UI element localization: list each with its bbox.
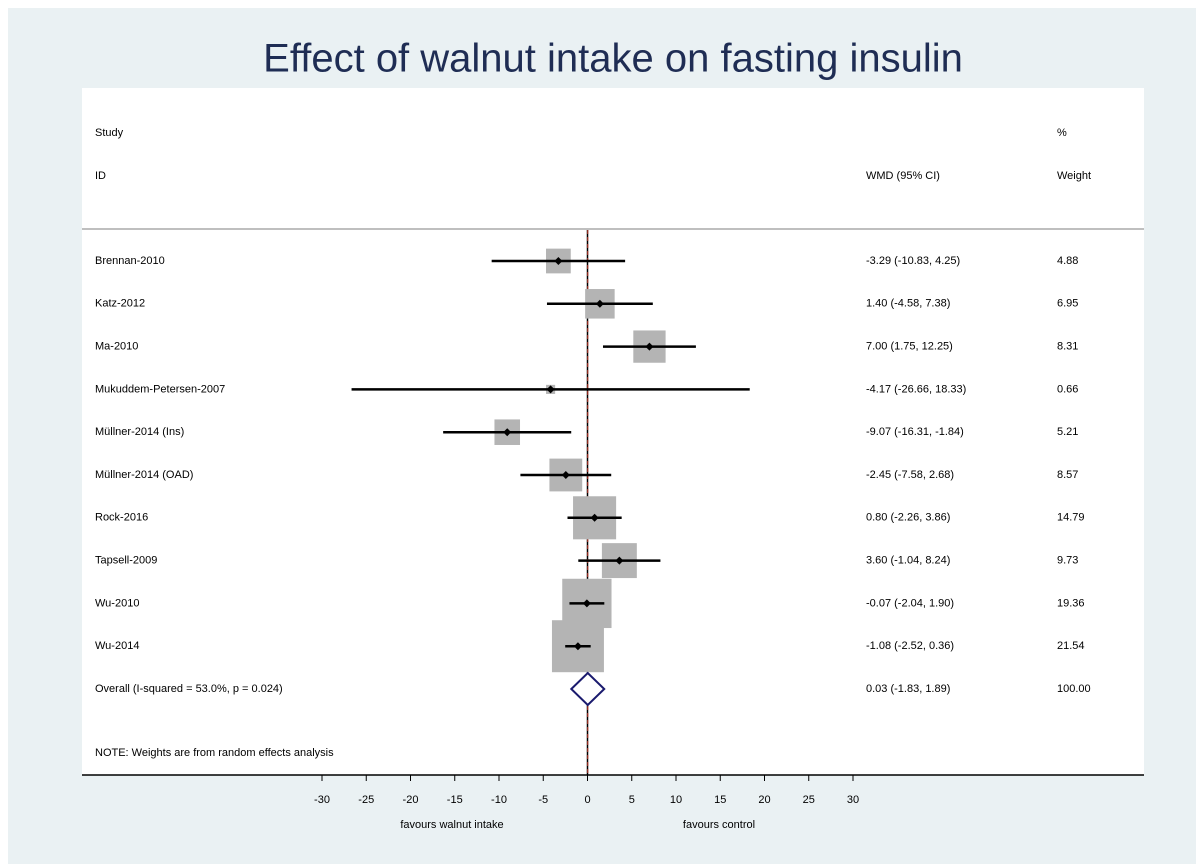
weight-label: 19.36 xyxy=(1057,597,1085,609)
study-label: Wu-2014 xyxy=(95,640,139,652)
weight-label: 8.57 xyxy=(1057,469,1078,481)
effect-label: -2.45 (-7.58, 2.68) xyxy=(866,469,954,481)
weight-label: 8.31 xyxy=(1057,341,1078,353)
overall-diamond xyxy=(569,671,606,707)
study-label: Wu-2010 xyxy=(95,597,139,609)
effect-label: 7.00 (1.75, 12.25) xyxy=(866,341,953,353)
header-id: ID xyxy=(95,170,106,182)
point-estimate xyxy=(573,642,582,651)
point-estimate xyxy=(615,556,624,565)
overall-weight-label: 100.00 xyxy=(1057,683,1091,695)
weight-label: 14.79 xyxy=(1057,512,1085,524)
x-label-right: favours control xyxy=(683,819,755,831)
x-tick-label: 5 xyxy=(629,794,635,806)
study-label: Müllner-2014 (OAD) xyxy=(95,469,193,481)
effect-label: 0.80 (-2.26, 3.86) xyxy=(866,512,950,524)
point-estimate xyxy=(561,471,570,479)
x-tick-label: 20 xyxy=(758,794,770,806)
x-tick-label: -20 xyxy=(403,794,419,806)
x-tick-label: -30 xyxy=(314,794,330,806)
point-estimate xyxy=(590,513,599,522)
study-label: Katz-2012 xyxy=(95,298,145,310)
effect-label: -1.08 (-2.52, 0.36) xyxy=(866,640,954,652)
weight-label: 4.88 xyxy=(1057,255,1078,267)
x-tick-label: -25 xyxy=(358,794,374,806)
effect-label: -4.17 (-26.66, 18.33) xyxy=(866,383,966,395)
header-weight-top: % xyxy=(1057,127,1067,139)
x-tick-label: 25 xyxy=(803,794,815,806)
weight-label: 6.95 xyxy=(1057,298,1078,310)
effect-label: -0.07 (-2.04, 1.90) xyxy=(866,597,954,609)
overall-effect-label: 0.03 (-1.83, 1.89) xyxy=(866,683,950,695)
x-tick-label: 10 xyxy=(670,794,682,806)
overall-label: Overall (I-squared = 53.0%, p = 0.024) xyxy=(95,683,283,695)
weight-label: 9.73 xyxy=(1057,555,1078,567)
point-estimate xyxy=(582,599,591,608)
study-label: Brennan-2010 xyxy=(95,255,165,267)
point-estimate xyxy=(595,299,604,308)
x-label-left: favours walnut intake xyxy=(400,819,503,831)
header-effect: WMD (95% CI) xyxy=(866,170,940,182)
effect-label: 1.40 (-4.58, 7.38) xyxy=(866,298,950,310)
x-tick-label: 15 xyxy=(714,794,726,806)
x-tick-label: -10 xyxy=(491,794,507,806)
effect-label: -3.29 (-10.83, 4.25) xyxy=(866,255,960,267)
x-tick-label: -5 xyxy=(538,794,548,806)
point-estimate xyxy=(546,385,555,394)
plot-area xyxy=(82,88,1144,775)
point-estimate xyxy=(554,257,563,265)
study-label: Ma-2010 xyxy=(95,341,138,353)
note: NOTE: Weights are from random effects an… xyxy=(95,747,334,759)
study-label: Mukuddem-Petersen-2007 xyxy=(95,383,225,395)
effect-label: 3.60 (-1.04, 8.24) xyxy=(866,555,950,567)
point-estimate xyxy=(503,428,512,437)
point-estimate xyxy=(645,342,654,351)
header-study: Study xyxy=(95,127,124,139)
x-tick-label: 0 xyxy=(584,794,590,806)
study-label: Rock-2016 xyxy=(95,512,148,524)
header-weight: Weight xyxy=(1057,170,1091,182)
x-tick-label: 30 xyxy=(847,794,859,806)
study-label: Müllner-2014 (Ins) xyxy=(95,426,184,438)
chart-title: Effect of walnut intake on fasting insul… xyxy=(263,37,963,81)
weight-label: 5.21 xyxy=(1057,426,1078,438)
weight-label: 0.66 xyxy=(1057,383,1078,395)
x-tick-label: -15 xyxy=(447,794,463,806)
effect-label: -9.07 (-16.31, -1.84) xyxy=(866,426,964,438)
study-label: Tapsell-2009 xyxy=(95,555,157,567)
weight-label: 21.54 xyxy=(1057,640,1085,652)
